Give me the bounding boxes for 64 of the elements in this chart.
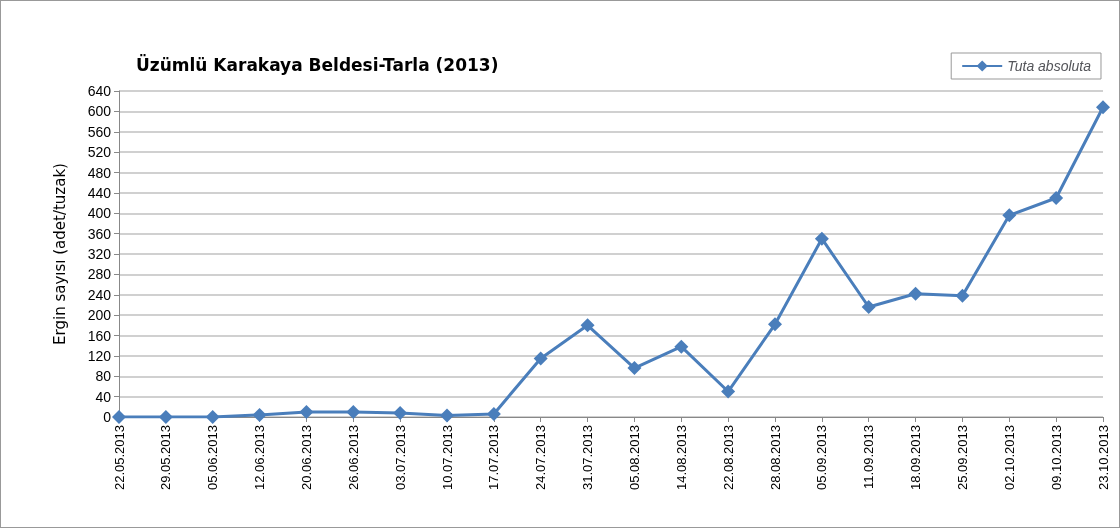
x-tick-label: 28.08.2013 — [767, 425, 783, 491]
x-tick-label: 17.07.2013 — [486, 425, 502, 491]
y-tick-label: 480 — [87, 164, 112, 181]
point — [861, 299, 876, 314]
y-tick-label: 640 — [87, 83, 112, 99]
point — [533, 351, 548, 366]
point — [112, 410, 126, 424]
x-tick-label: 02.10.2013 — [1001, 425, 1017, 491]
point — [1096, 100, 1110, 115]
y-tick-label: 360 — [87, 225, 112, 242]
x-tick-label: 18.09.2013 — [908, 425, 924, 491]
chart-title: Üzümlü Karakaya Beldesi-Tarla (2013) — [136, 53, 499, 75]
x-tick-label: 22.08.2013 — [720, 425, 736, 491]
point — [1002, 208, 1017, 223]
y-tick-label: 160 — [87, 327, 112, 344]
point — [627, 361, 642, 376]
y-axis-title: Ergin sayısı (adet/tuzak) — [50, 163, 69, 345]
x-tick-label: 23.10.2013 — [1095, 425, 1111, 491]
point — [674, 339, 689, 354]
x-tick-label: 05.09.2013 — [814, 425, 830, 491]
point — [440, 408, 454, 423]
y-tick-label: 600 — [87, 103, 112, 120]
y-tick-label: 200 — [87, 307, 112, 324]
y-tick-label: 0 — [103, 409, 112, 425]
y-tick-label: 120 — [87, 347, 112, 364]
point — [908, 286, 923, 301]
point — [580, 318, 595, 333]
x-tick-label: 11.09.2013 — [861, 425, 877, 490]
point — [299, 404, 314, 419]
point — [158, 410, 173, 424]
point — [205, 410, 220, 424]
x-tick-label: 31.07.2013 — [580, 425, 596, 491]
point — [393, 405, 408, 420]
x-tick-label: 05.08.2013 — [626, 425, 642, 491]
y-tick-label: 520 — [87, 144, 112, 161]
y-tick-label: 400 — [87, 205, 112, 222]
point — [486, 406, 501, 421]
x-tick-label: 12.06.2013 — [252, 425, 268, 491]
point — [955, 288, 970, 303]
y-tick-label: 560 — [87, 123, 112, 140]
x-tick-label: 20.06.2013 — [298, 425, 314, 491]
y-tick-label: 240 — [87, 286, 112, 303]
x-tick-label: 25.09.2013 — [954, 425, 970, 491]
x-tick-label: 09.10.2013 — [1048, 425, 1064, 491]
x-tick-label: 03.07.2013 — [392, 425, 408, 491]
point — [346, 404, 361, 419]
x-tick-label: 26.06.2013 — [345, 425, 361, 491]
y-tick-label: 80 — [95, 368, 112, 385]
point — [252, 407, 267, 422]
y-tick-label: 440 — [87, 184, 112, 201]
x-tick-label: 14.08.2013 — [673, 425, 689, 491]
legend-label: Tuta absoluta — [1007, 58, 1092, 74]
point — [1049, 190, 1064, 205]
point — [721, 384, 736, 399]
x-tick-label: 24.07.2013 — [533, 425, 549, 491]
x-tick-label: 10.07.2013 — [439, 425, 455, 491]
point — [768, 317, 782, 332]
x-tick-label: 22.05.2013 — [111, 425, 127, 491]
x-tick-label: 05.06.2013 — [205, 425, 221, 491]
y-tick-label: 280 — [87, 266, 112, 283]
point — [814, 231, 829, 246]
y-tick-label: 40 — [95, 388, 112, 405]
x-tick-label: 29.05.2013 — [158, 425, 174, 491]
y-tick-label: 320 — [87, 246, 112, 262]
